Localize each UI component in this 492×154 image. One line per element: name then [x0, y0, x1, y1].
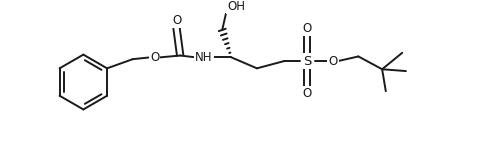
Text: O: O — [303, 22, 312, 35]
Text: O: O — [150, 51, 159, 64]
Text: O: O — [303, 87, 312, 100]
Text: S: S — [303, 55, 311, 67]
Text: NH: NH — [195, 51, 213, 64]
Text: OH: OH — [227, 0, 245, 13]
Text: O: O — [172, 14, 181, 27]
Text: O: O — [328, 55, 338, 67]
